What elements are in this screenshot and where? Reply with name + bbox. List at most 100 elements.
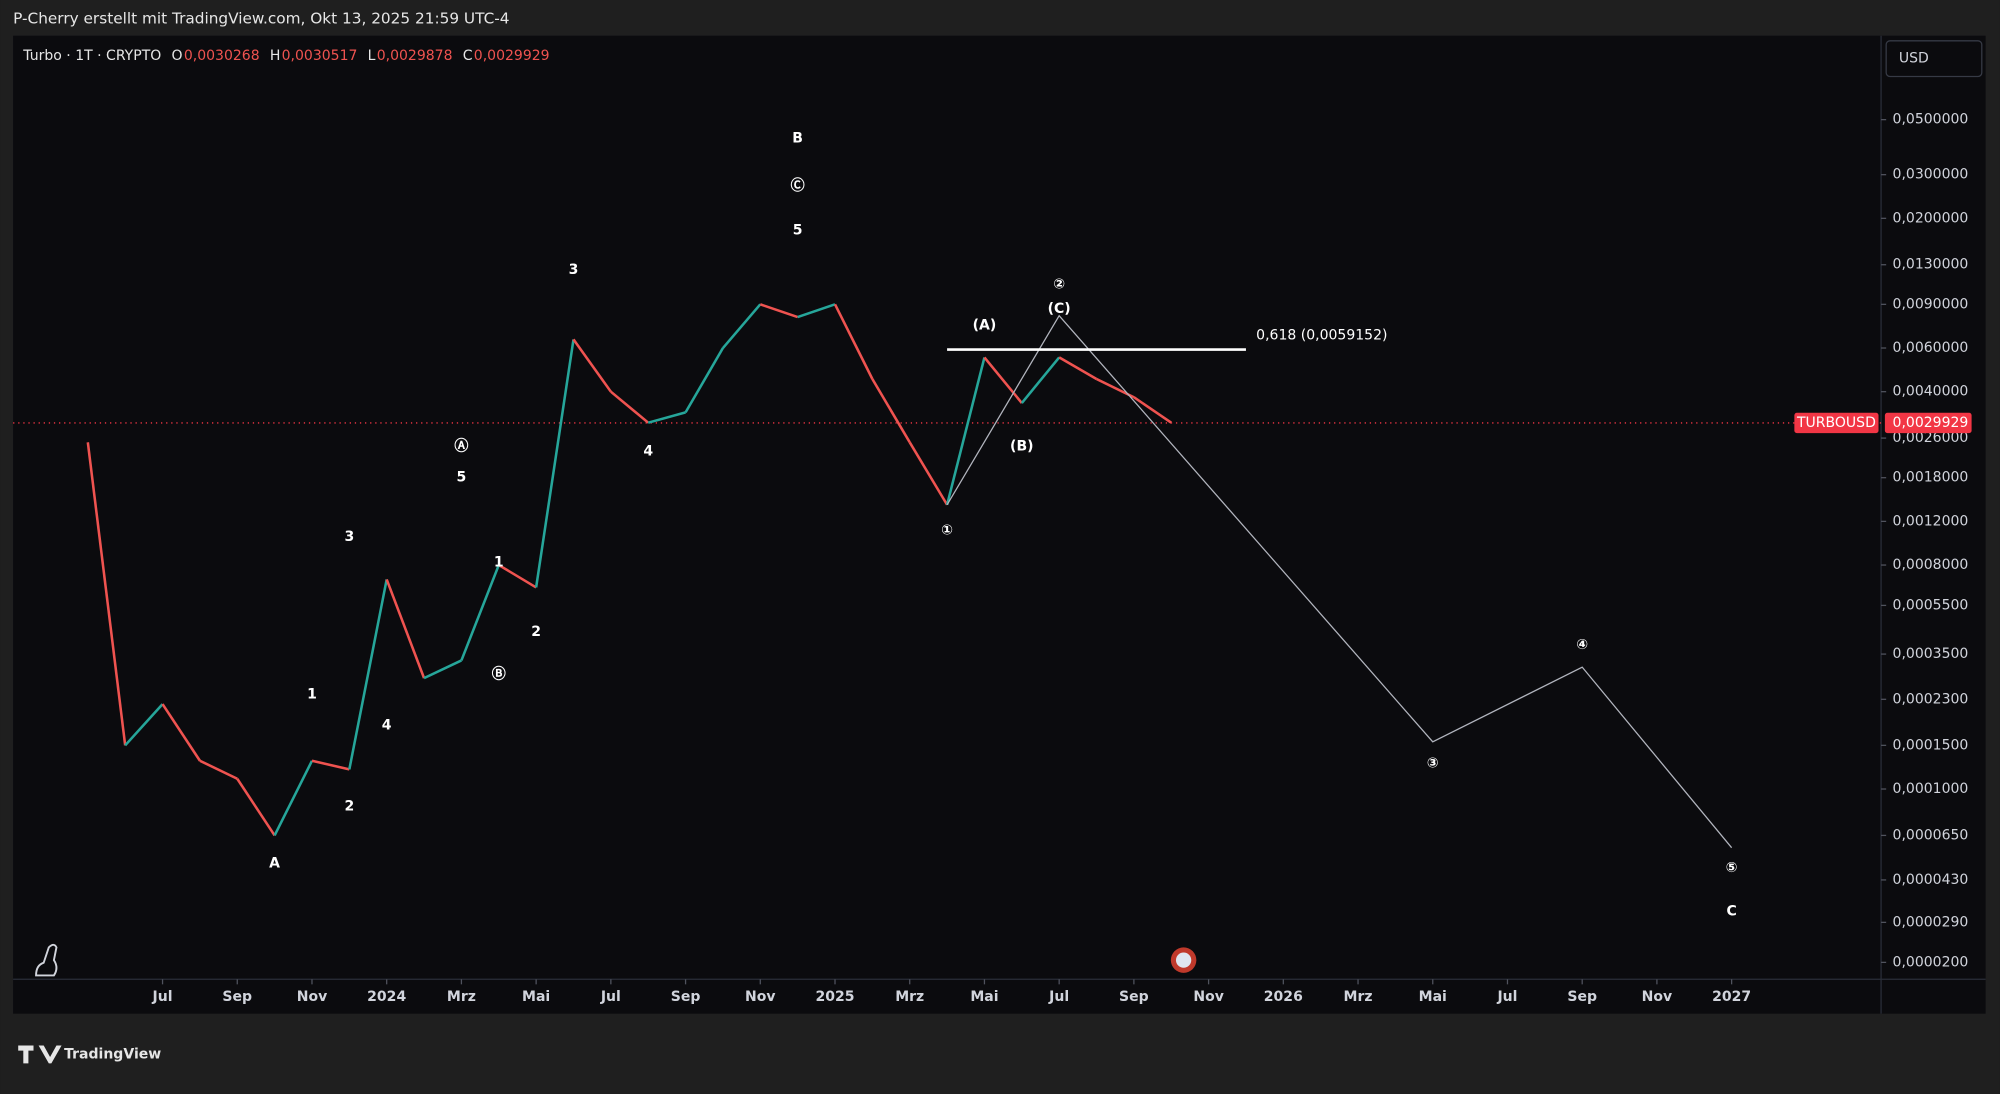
y-tick-label: 0,0018000 [1893, 470, 1969, 486]
price-segment [161, 703, 201, 762]
y-tick-label: 0,0002300 [1893, 691, 1969, 707]
x-tick-label: Mai [522, 989, 550, 1005]
price-segment [871, 378, 911, 443]
x-tick-label: Nov [297, 989, 328, 1005]
price-segment [945, 357, 986, 506]
x-tick-label: Mai [1419, 989, 1447, 1005]
price-tag [1884, 412, 1972, 434]
price-segment [534, 339, 575, 588]
legend-item: 0,0029929 [474, 48, 550, 64]
price-segment [572, 338, 612, 393]
chart-panel [13, 35, 1986, 1014]
price-segment [385, 578, 426, 679]
price-segment [983, 356, 1023, 404]
wave-label: 3 [569, 262, 579, 278]
wave-projection [946, 314, 1733, 849]
header: P-Cherry erstellt mit TradingView.com, O… [13, 10, 509, 28]
price-segment [1020, 356, 1061, 404]
wave-label: ③ [1427, 755, 1439, 771]
x-tick-label: Sep [1567, 989, 1597, 1005]
x-tick-label: 2025 [815, 989, 854, 1005]
price-segment [1058, 356, 1098, 381]
y-tick-label: 0,0040000 [1893, 384, 1969, 400]
x-tick-label: 2026 [1264, 989, 1303, 1005]
wave-label: 2 [344, 799, 354, 815]
wave-label: 1 [307, 687, 317, 703]
wave-label: 5 [793, 222, 803, 238]
currency-box[interactable] [1885, 40, 1983, 78]
brand: TradingView [64, 1046, 161, 1062]
dino-icon [35, 943, 58, 977]
legend-item: H [270, 48, 281, 64]
wave-label: (A) [973, 317, 997, 333]
x-tick-label: Sep [222, 989, 252, 1005]
y-tick-label: 0,0300000 [1893, 167, 1969, 183]
x-tick-label: Nov [1193, 989, 1224, 1005]
price-segment [311, 759, 350, 771]
x-tick-label: Sep [671, 989, 701, 1005]
event-flag[interactable] [1175, 952, 1192, 968]
x-tick-label: Mrz [447, 989, 476, 1005]
logo-icon [18, 1045, 62, 1064]
y-tick-label: 0,0000650 [1893, 827, 1969, 843]
y-tick-label: 0,0005500 [1893, 597, 1969, 613]
legend-item: 0,0030268 [184, 48, 260, 64]
legend-item: O [172, 48, 183, 64]
wave-label: 5 [457, 470, 467, 486]
y-tick-label: 0,0008000 [1893, 557, 1969, 573]
x-tick-label: 2024 [367, 989, 406, 1005]
y-tick-label: 0,0000430 [1893, 872, 1969, 888]
logo: TradingView [18, 1045, 161, 1064]
y-tick-label: 0,0012000 [1893, 513, 1969, 529]
x-tick-label: Sep [1119, 989, 1149, 1005]
price-segment [908, 441, 949, 506]
price-segment [684, 347, 725, 414]
price-segment [348, 579, 388, 770]
x-tick-label: Mrz [895, 989, 924, 1005]
legend-item: L [368, 48, 376, 64]
x-tick-label: Jul [152, 989, 173, 1005]
wave-label: Ⓒ [791, 177, 805, 194]
wave-label: 1 [494, 554, 504, 570]
price-segment [498, 563, 537, 589]
price-segment [759, 303, 799, 319]
y-tick-label: 0,0500000 [1893, 112, 1969, 128]
price-segment [610, 390, 650, 424]
wave-label: 4 [382, 718, 392, 734]
wave-label: ① [941, 523, 953, 539]
wave-label: ④ [1576, 637, 1588, 653]
wave-label: (C) [1048, 301, 1071, 317]
currency[interactable]: USD [1899, 51, 1929, 67]
wave-label: C [1726, 904, 1736, 920]
wave-label: ⑤ [1726, 860, 1738, 876]
wave-label: 4 [643, 443, 653, 459]
price-segment [647, 411, 686, 424]
x-tick-label: Jul [600, 989, 621, 1005]
y-tick-label: 0,0200000 [1893, 210, 1969, 226]
legend-item: Turbo · 1T · CRYPTO [22, 48, 161, 64]
y-tick-label: 0,0000290 [1893, 914, 1969, 930]
x-tick-label: 2027 [1712, 989, 1751, 1005]
legend-item: C [463, 48, 473, 64]
price-segment [199, 759, 238, 780]
y-tick-label: 0,0026000 [1893, 430, 1969, 446]
y-tick-label: 0,0060000 [1893, 340, 1969, 356]
wave-label: (B) [1010, 439, 1033, 455]
x-tick-label: Nov [1642, 989, 1673, 1005]
price-segment [1133, 396, 1172, 424]
y-tick-label: 0,0003500 [1893, 646, 1969, 662]
y-tick-label: 0,0001500 [1893, 737, 1969, 753]
wave-label: Ⓑ [492, 665, 506, 682]
price-segment [86, 442, 127, 746]
wave-label: Ⓐ [454, 438, 468, 455]
y-tick-label: 0,0000200 [1893, 954, 1969, 970]
wave-label: 3 [344, 529, 354, 545]
wave-label: ② [1053, 277, 1065, 293]
y-tick-label: 0,0130000 [1893, 257, 1969, 273]
wave-label: B [792, 130, 803, 146]
x-tick-label: Jul [1048, 989, 1069, 1005]
price-segment [460, 564, 500, 661]
price-segment [721, 303, 762, 349]
